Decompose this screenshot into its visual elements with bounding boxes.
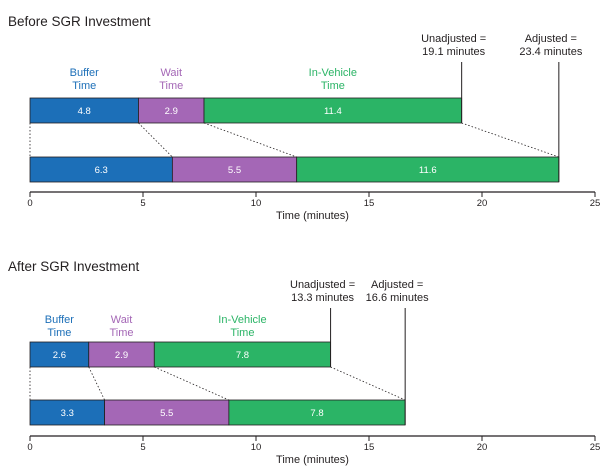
- panel2-x-tick-label-5: 5: [140, 442, 145, 453]
- panel1-bar-unadjusted-seg-3: [203, 97, 463, 124]
- panel2-legend-2-line2: Time: [110, 327, 134, 339]
- panel2-total-label-2: Adjusted =: [371, 279, 423, 291]
- panel2-x-tick-label-25: 25: [590, 442, 601, 453]
- panel2-connector-2: [154, 366, 230, 401]
- panel2-bar-label-unadjusted-2: 2.9: [115, 350, 128, 361]
- panel2-legend-3-line1: In-Vehicle: [218, 314, 266, 326]
- panel1-bar-unadjusted-seg-1: [29, 97, 139, 124]
- panel2-bar-adjusted-seg-3: [228, 399, 406, 426]
- panel1-bar-label-unadjusted-1: 4.8: [78, 106, 91, 117]
- panel1-connector-3: [461, 122, 559, 158]
- panel1-bar-label-unadjusted-3: 11.4: [324, 106, 342, 117]
- panel2-bar-label-unadjusted-3: 7.8: [236, 350, 249, 361]
- panel1-total-value-2: 23.4 minutes: [519, 46, 582, 58]
- panel2-x-tick-label-15: 15: [364, 442, 375, 453]
- panel2-total-value-2: 16.6 minutes: [366, 292, 429, 304]
- panel2-bar-unadjusted-seg-2: [88, 341, 155, 368]
- panel2-x-tick-label-0: 0: [27, 442, 32, 453]
- panel1-legend-2-line1: Wait: [160, 67, 182, 79]
- panel2-x-tick-label-10: 10: [251, 442, 262, 453]
- panel1-connector-1: [138, 122, 173, 158]
- panel2-x-axis-title: Time (minutes): [276, 454, 349, 466]
- panel1-total-label-2: Adjusted =: [525, 33, 577, 45]
- panel2-connector-1: [88, 366, 105, 401]
- panel2-legend-1-line2: Time: [47, 327, 71, 339]
- panel1-bar-label-adjusted-3: 11.6: [419, 165, 437, 176]
- panel1-x-tick-label-25: 25: [590, 198, 601, 209]
- panel1-legend-1-line2: Time: [72, 80, 96, 92]
- panel1-total-label-1: Unadjusted =: [421, 33, 486, 45]
- panel2-title: After SGR Investment: [8, 259, 140, 274]
- panel1-connector-2: [203, 122, 297, 158]
- panel1-x-tick-label-15: 15: [364, 198, 375, 209]
- panel1-bar-adjusted-seg-3: [296, 156, 560, 183]
- panel2-bar-label-adjusted-1: 3.3: [61, 408, 74, 419]
- panel2-legend-1-line1: Buffer: [45, 314, 74, 326]
- panel1-x-tick-label-5: 5: [140, 198, 145, 209]
- panel1-bar-label-adjusted-2: 5.5: [228, 165, 241, 176]
- panel1-x-tick-label-0: 0: [27, 198, 32, 209]
- panel2-bar-label-adjusted-3: 7.8: [310, 408, 323, 419]
- panel1-total-value-1: 19.1 minutes: [422, 46, 485, 58]
- panel2-total-value-1: 13.3 minutes: [291, 292, 354, 304]
- panel2-bar-label-adjusted-2: 5.5: [160, 408, 173, 419]
- panel2-x-tick-label-20: 20: [477, 442, 488, 453]
- panel1-bar-adjusted-seg-2: [171, 156, 298, 183]
- panel2-legend-2-line1: Wait: [111, 314, 133, 326]
- panel1-legend-3-line1: In-Vehicle: [309, 67, 357, 79]
- panel2-total-label-1: Unadjusted =: [290, 279, 355, 291]
- panel1-x-tick-label-10: 10: [251, 198, 262, 209]
- panel2-connector-3: [330, 366, 406, 401]
- panel1-title: Before SGR Investment: [8, 14, 151, 29]
- panel2-bar-adjusted-seg-1: [29, 399, 105, 426]
- panel1-bar-unadjusted-seg-2: [138, 97, 205, 124]
- panel1-bar-label-unadjusted-2: 2.9: [165, 106, 178, 117]
- panel1-legend-2-line2: Time: [159, 80, 183, 92]
- panel1-x-tick-label-20: 20: [477, 198, 488, 209]
- panel1-legend-1-line1: Buffer: [70, 67, 99, 79]
- panel2-bar-label-unadjusted-1: 2.6: [53, 350, 66, 361]
- panel2-legend-3-line2: Time: [230, 327, 254, 339]
- panel1-legend-3-line2: Time: [321, 80, 345, 92]
- panel1-bar-label-adjusted-1: 6.3: [95, 165, 108, 176]
- panel1-x-axis-title: Time (minutes): [276, 210, 349, 222]
